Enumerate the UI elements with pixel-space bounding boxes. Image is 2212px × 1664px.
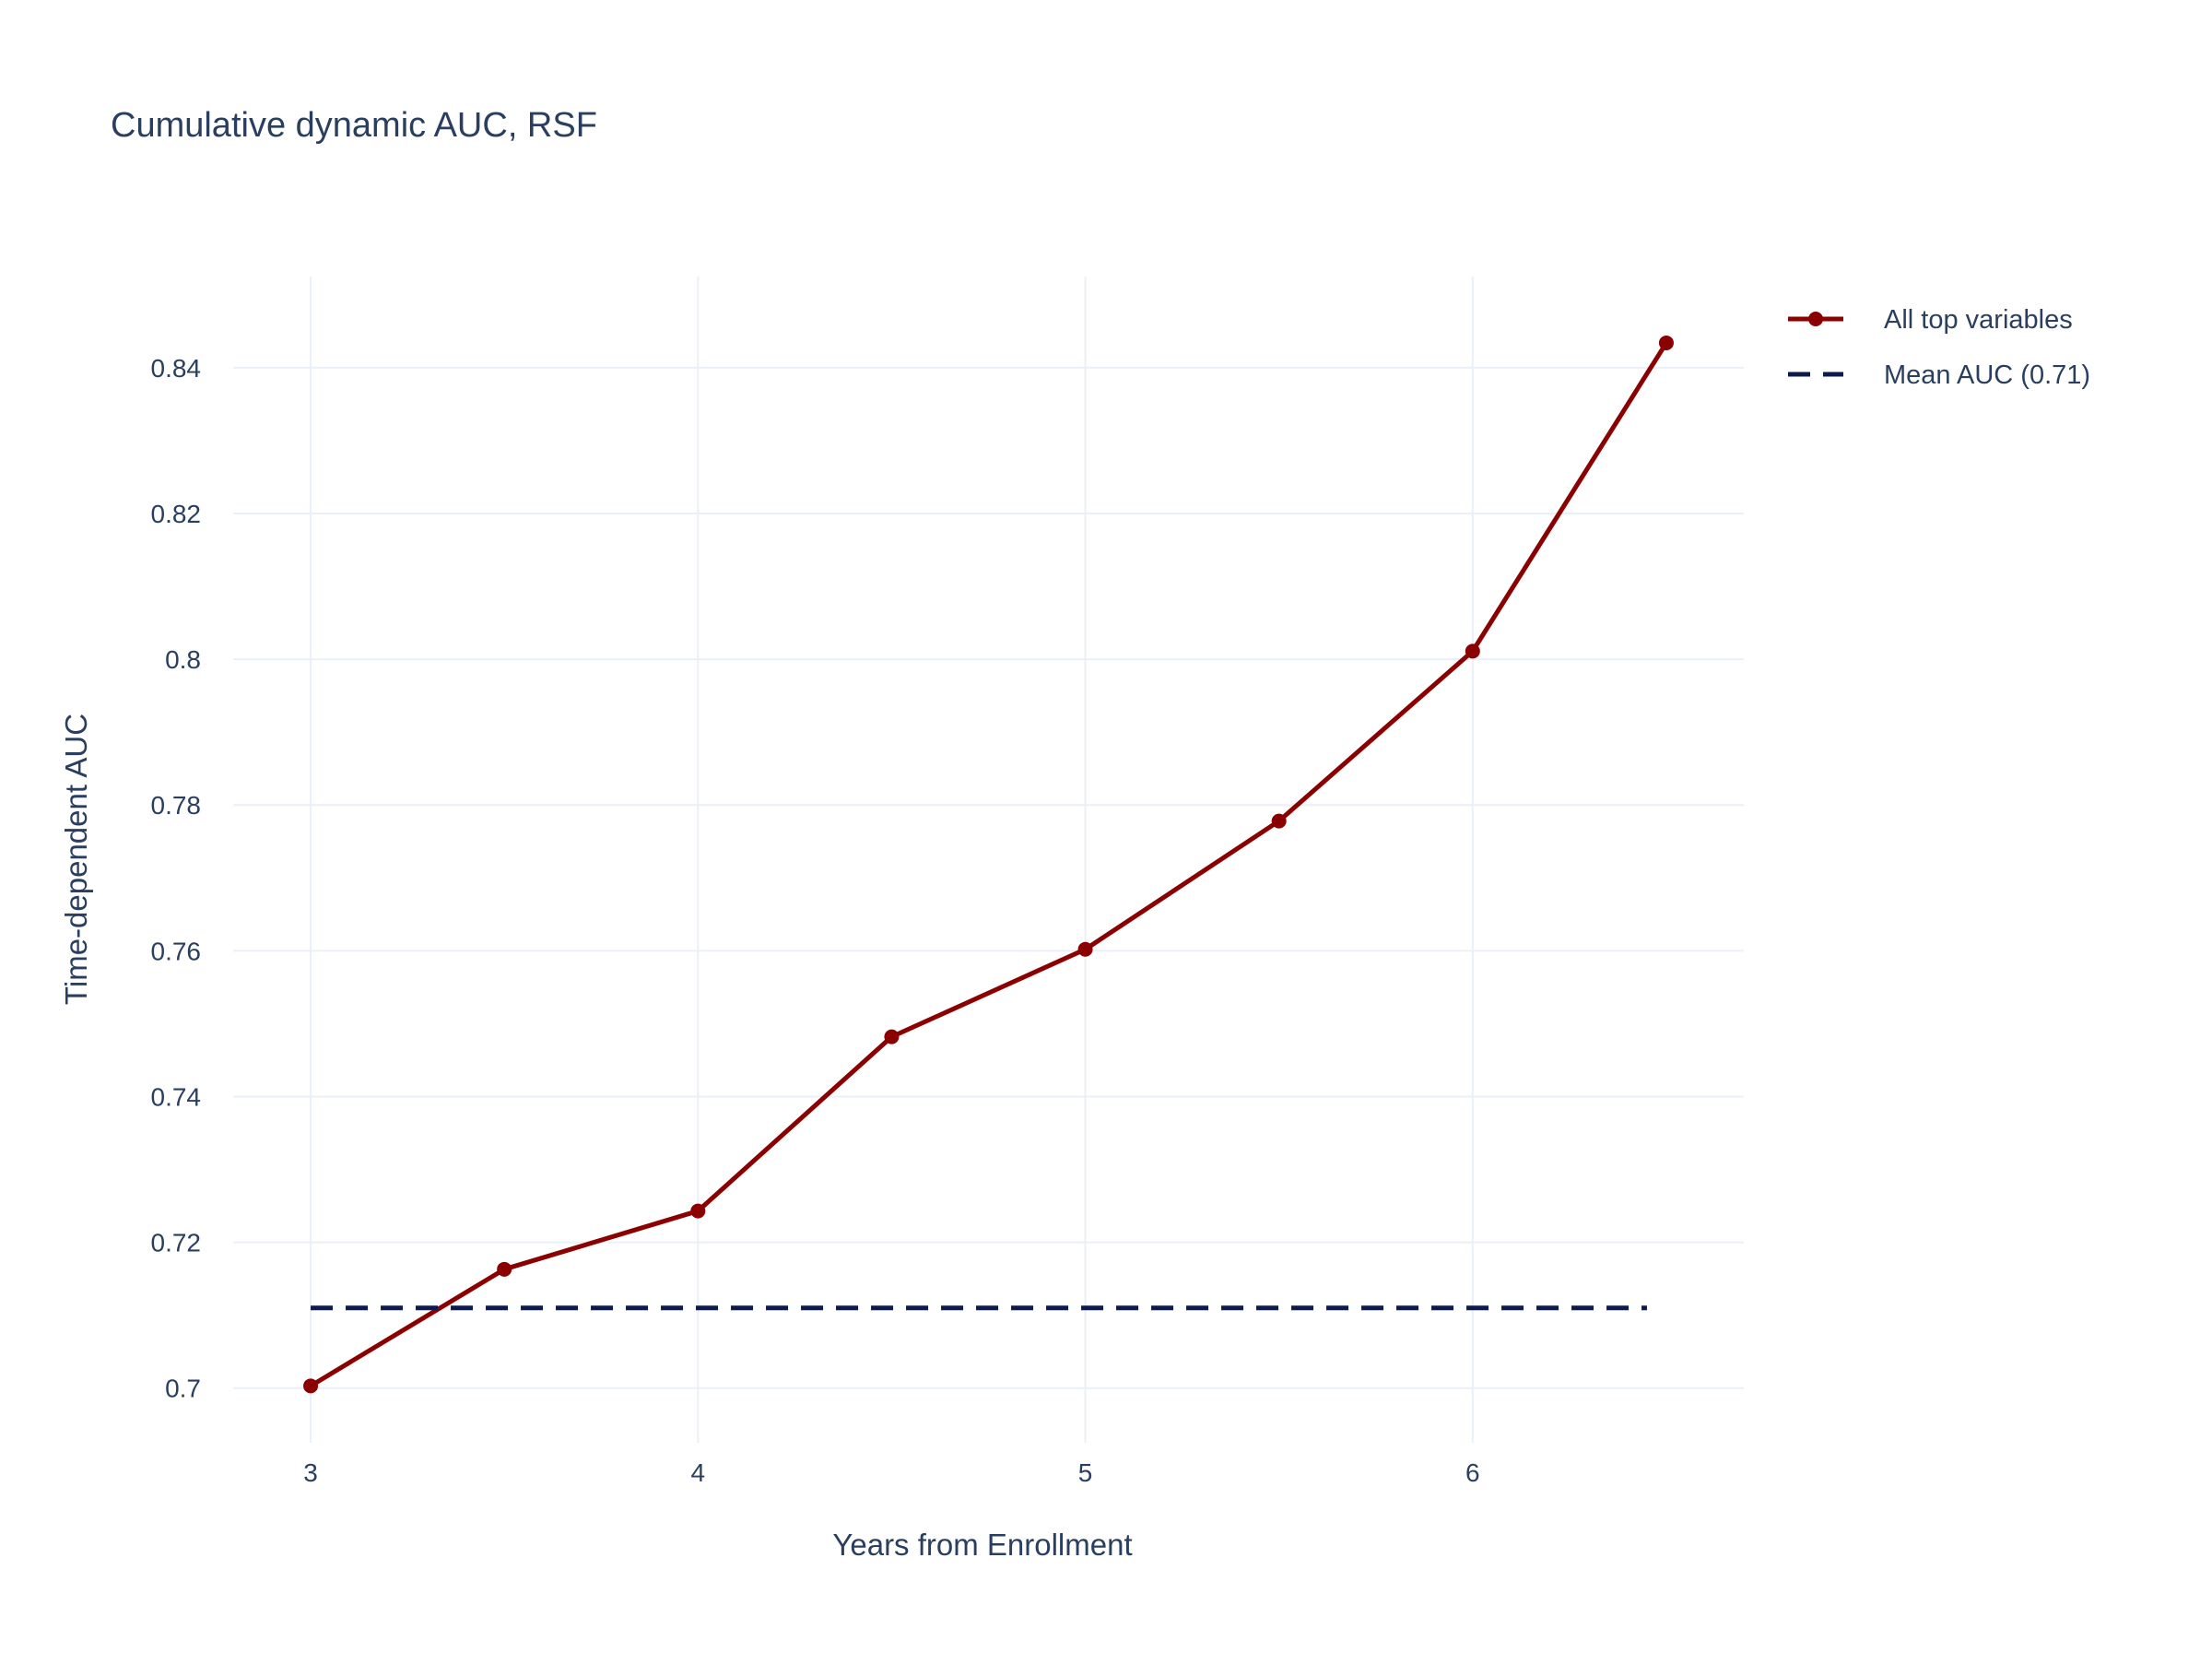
x-tick-label: 4 bbox=[691, 1458, 706, 1487]
x-tick-label: 6 bbox=[1465, 1458, 1480, 1487]
data-point[interactable] bbox=[497, 1261, 512, 1277]
data-point[interactable] bbox=[1077, 941, 1093, 957]
y-tick-label: 0.72 bbox=[151, 1229, 202, 1257]
grid-lines bbox=[233, 277, 1744, 1443]
y-tick-label: 0.78 bbox=[151, 791, 202, 820]
legend-label: All top variables bbox=[1884, 305, 2073, 335]
legend-label: Mean AUC (0.71) bbox=[1884, 360, 2090, 390]
auc-series-line bbox=[309, 341, 1669, 1388]
data-point[interactable] bbox=[1465, 643, 1480, 659]
data-point[interactable] bbox=[1658, 335, 1674, 350]
y-axis-title: Time-dependent AUC bbox=[59, 714, 93, 1005]
legend-item[interactable]: All top variables bbox=[1788, 305, 2073, 335]
y-tick-label: 0.7 bbox=[165, 1375, 201, 1403]
data-point[interactable] bbox=[303, 1378, 319, 1394]
x-axis-title: Years from Enrollment bbox=[832, 1528, 1132, 1562]
legend-marker bbox=[1808, 312, 1823, 326]
legend[interactable]: All top variables Mean AUC (0.71) bbox=[1788, 305, 2090, 390]
axes: 3 4 5 6 0.7 0.72 0.74 0.76 0.78 0.8 0.82 0.84 bbox=[151, 354, 1480, 1487]
y-tick-label: 0.84 bbox=[151, 354, 202, 383]
series-group bbox=[303, 335, 1674, 1394]
y-tick-label: 0.82 bbox=[151, 500, 202, 528]
data-point[interactable] bbox=[884, 1029, 900, 1044]
y-tick-label: 0.74 bbox=[151, 1082, 202, 1111]
legend-item[interactable]: Mean AUC (0.71) bbox=[1788, 360, 2090, 390]
y-tick-label: 0.76 bbox=[151, 937, 202, 965]
series-0 bbox=[303, 335, 1674, 1394]
data-point[interactable] bbox=[1271, 813, 1287, 829]
data-point[interactable] bbox=[690, 1203, 706, 1219]
x-tick-label: 5 bbox=[1078, 1458, 1093, 1487]
y-tick-label: 0.8 bbox=[165, 645, 201, 674]
chart-title: Cumulative dynamic AUC, RSF bbox=[111, 106, 597, 145]
x-tick-label: 3 bbox=[303, 1458, 318, 1487]
